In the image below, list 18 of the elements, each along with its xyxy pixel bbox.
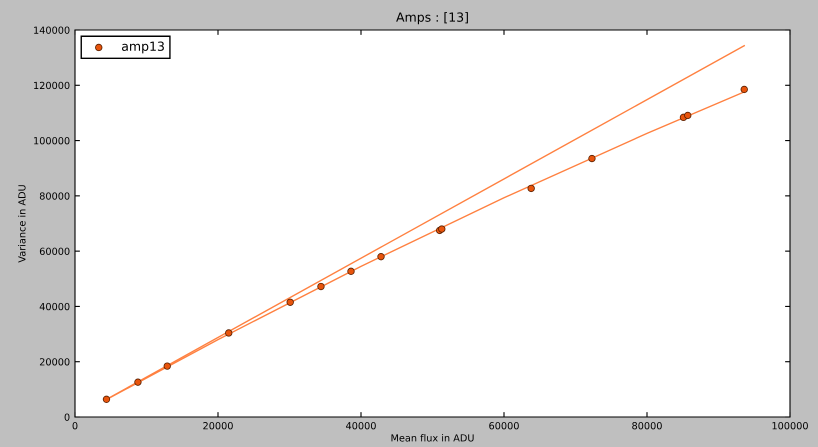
y-tick-label: 120000 [34,82,70,90]
x-tick-label: 80000 [632,422,662,430]
x-axis-title: Mean flux in ADU [391,434,474,442]
legend-label: amp13 [122,41,164,54]
y-axis-title: Variance in ADU [18,185,26,263]
x-tick-label: 0 [72,422,78,430]
x-tick-label: 100000 [772,422,808,430]
y-tick-label: 0 [64,413,70,421]
y-tick-label: 80000 [40,192,70,200]
x-tick-label: 20000 [203,422,233,430]
y-tick-label: 100000 [34,137,70,144]
y-tick-label: 140000 [34,26,70,34]
x-tick-label: 40000 [346,422,376,430]
x-tick-label: 60000 [489,422,519,430]
chart-title: Amps : [13] [396,12,468,24]
y-tick-label: 40000 [40,302,70,310]
y-tick-label: 20000 [40,358,70,366]
y-tick-label: 60000 [40,248,70,255]
